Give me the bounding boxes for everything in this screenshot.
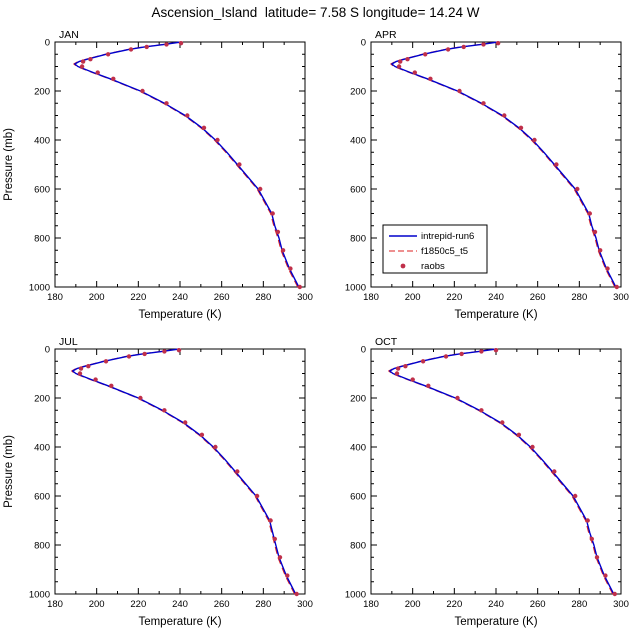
panel-label: JUL	[59, 336, 78, 348]
series-intrepid-run6	[388, 348, 614, 595]
x-tick-label: 300	[297, 599, 313, 610]
y-tick-label: 0	[45, 38, 50, 49]
x-tick-label: 180	[363, 292, 379, 303]
series-intrepid-run6	[72, 348, 297, 595]
x-axis-title: Temperature (K)	[454, 616, 537, 628]
chart-oct: OCT 180 200 220 240 260 280 300 0 200 400 600 800 100…	[344, 336, 628, 628]
x-tick-label: 200	[404, 599, 420, 610]
x-tick-label: 200	[89, 292, 105, 303]
y-tick-label: 400	[350, 136, 366, 147]
y-tick-label: 1000	[29, 590, 50, 601]
series-f1850c5_t5	[73, 41, 299, 288]
x-tick-label: 260	[529, 599, 545, 610]
x-tick-label: 240	[172, 292, 188, 303]
y-tick-label: 400	[34, 443, 50, 454]
x-tick-label: 300	[613, 599, 629, 610]
x-tick-label: 260	[214, 292, 230, 303]
y-tick-label: 0	[360, 38, 365, 49]
x-tick-label: 180	[47, 599, 63, 610]
y-tick-label: 1000	[344, 283, 365, 294]
figure-title: Ascension_Island latitude= 7.58 S longit…	[151, 5, 480, 20]
panel-label: OCT	[375, 336, 398, 348]
x-tick-label: 260	[529, 292, 545, 303]
x-tick-label: 200	[89, 599, 105, 610]
x-tick-label: 220	[130, 292, 146, 303]
x-tick-label: 280	[571, 292, 587, 303]
panel-grid: JAN 180 200 220 240 260 280 300 0 200 400 600 800 100…	[0, 26, 631, 640]
panel-oct: OCT 180 200 220 240 260 280 300 0 200 400 600 800 100…	[316, 333, 631, 640]
y-tick-label: 400	[350, 443, 366, 454]
series-intrepid-run6	[74, 41, 300, 288]
x-axis-title: Temperature (K)	[138, 309, 221, 321]
y-tick-label: 400	[34, 136, 50, 147]
chart-jan: JAN 180 200 220 240 260 280 300 0 200 400 600 800 100…	[3, 29, 313, 321]
x-tick-label: 240	[488, 292, 504, 303]
x-axis-title: Temperature (K)	[454, 309, 537, 321]
x-tick-label: 280	[255, 292, 271, 303]
y-tick-label: 200	[350, 87, 366, 98]
panel-label: APR	[375, 29, 397, 41]
y-tick-label: 600	[34, 492, 50, 503]
x-tick-label: 180	[47, 292, 63, 303]
y-tick-label: 800	[350, 541, 366, 552]
panel-jul: JUL 180 200 220 240 260 280 300 0 200 400 600 800 100…	[0, 333, 315, 640]
series-raobs	[79, 41, 302, 290]
y-tick-label: 800	[350, 234, 366, 245]
x-tick-label: 240	[488, 599, 504, 610]
axes: 180 200 220 240 260 280 300 0 200 400 600 800 1000	[344, 38, 628, 304]
y-tick-label: 200	[350, 394, 366, 405]
x-tick-label: 240	[172, 599, 188, 610]
x-tick-label: 280	[255, 599, 271, 610]
series-raobs	[396, 41, 619, 290]
x-tick-label: 220	[130, 599, 146, 610]
axes: 180 200 220 240 260 280 300 0 200 400 600 800 1000	[29, 38, 313, 304]
y-tick-label: 600	[350, 185, 366, 196]
legend-label: intrepid-run6	[421, 231, 474, 242]
y-tick-label: 200	[34, 394, 50, 405]
y-tick-label: 800	[34, 234, 50, 245]
y-tick-label: 0	[360, 345, 365, 356]
x-tick-label: 220	[446, 292, 462, 303]
y-axis-title: Pressure (mb)	[3, 128, 15, 201]
x-tick-label: 300	[297, 292, 313, 303]
x-tick-label: 220	[446, 599, 462, 610]
panel-jan: JAN 180 200 220 240 260 280 300 0 200 400 600 800 100…	[0, 26, 315, 333]
x-tick-label: 280	[571, 599, 587, 610]
series-f1850c5_t5	[71, 348, 296, 595]
x-tick-label: 200	[404, 292, 420, 303]
panel-apr: APR 180 200 220 240 260 280 300 0 200 400 600 800 100…	[316, 26, 631, 333]
chart-jul: JUL 180 200 220 240 260 280 300 0 200 400 600 800 100…	[3, 336, 313, 628]
chart-apr: APR 180 200 220 240 260 280 300 0 200 400 600 800 100…	[344, 29, 628, 321]
series-raobs	[394, 348, 617, 597]
y-tick-label: 600	[350, 492, 366, 503]
series-f1850c5_t5	[387, 348, 613, 595]
y-tick-label: 1000	[29, 283, 50, 294]
x-axis-title: Temperature (K)	[138, 616, 221, 628]
x-tick-label: 300	[613, 292, 629, 303]
x-tick-label: 180	[363, 599, 379, 610]
y-tick-label: 600	[34, 185, 50, 196]
legend-label: f1850c5_t5	[421, 246, 468, 257]
y-axis-title: Pressure (mb)	[3, 435, 15, 508]
y-tick-label: 1000	[344, 590, 365, 601]
y-tick-label: 0	[45, 345, 50, 356]
legend-label: raobs	[421, 261, 445, 272]
y-tick-label: 200	[34, 87, 50, 98]
axes: 180 200 220 240 260 280 300 0 200 400 600 800 1000	[29, 345, 313, 611]
panel-label: JAN	[59, 29, 79, 41]
y-tick-label: 800	[34, 541, 50, 552]
legend-marker-raobs	[400, 263, 405, 269]
x-tick-label: 260	[214, 599, 230, 610]
axes: 180 200 220 240 260 280 300 0 200 400 600 800 1000	[344, 345, 628, 611]
series-raobs	[77, 348, 299, 597]
